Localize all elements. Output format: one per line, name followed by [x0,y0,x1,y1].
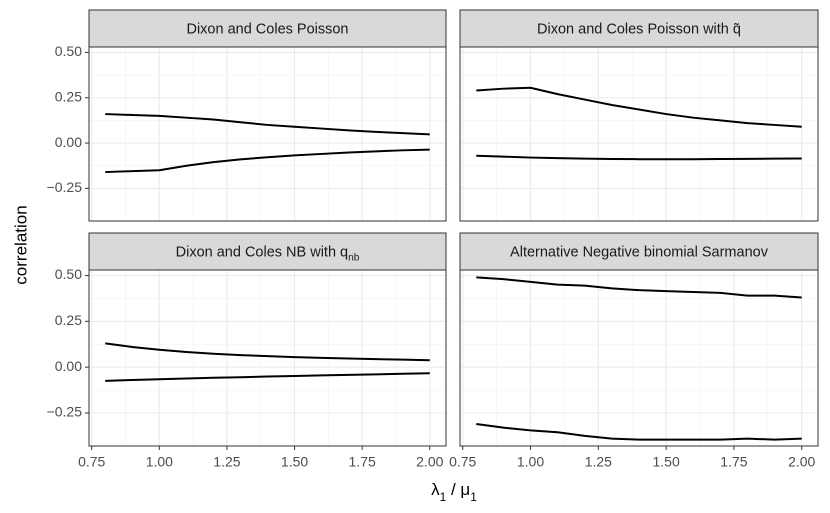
x-tick-label: 2.00 [788,454,815,470]
x-tick-label: 2.00 [416,454,443,470]
panel-border [88,46,447,222]
x-tick-label: 1.25 [585,454,612,470]
text-part: Dixon and Coles Poisson [186,21,348,37]
subscript: 1 [440,490,447,504]
line [476,276,802,299]
strip-background [459,9,819,48]
line [476,154,802,161]
panel-background [460,270,818,446]
y-tick-label: 0.50 [55,266,82,282]
x-tick-label: 1.50 [652,454,679,470]
y-axis-title: correlation [11,205,30,284]
text-part: Dixon and Coles Poisson with q̃ [537,21,741,37]
text-part: Alternative Negative binomial Sarmanov [510,244,769,260]
x-tick-label: 1.50 [281,454,308,470]
x-tick-label: 1.00 [146,454,173,470]
x-tick-label: 0.75 [78,454,105,470]
facet-title: Dixon and Coles NB with qnb [176,244,360,263]
y-tick-label: 0.25 [55,88,82,104]
subscript: 1 [470,490,477,504]
y-tick-label: 0.50 [55,43,82,59]
facet-title: Dixon and Coles Poisson with q̃ [537,21,741,37]
panel-border [459,269,819,447]
facet-title: Dixon and Coles Poisson [186,21,348,37]
facet-strip: Alternative Negative binomial Sarmanov [459,232,819,271]
line [105,113,430,136]
line [476,423,802,441]
strip-background [459,232,819,271]
facet-strip: Dixon and Coles Poisson with q̃ [459,9,819,48]
x-tick-label: 1.75 [720,454,747,470]
panel-background [89,270,446,446]
x-tick-label: 1.75 [349,454,376,470]
x-tick-label: 1.25 [213,454,240,470]
y-tick-label: −0.25 [47,179,83,195]
strip-background [88,9,447,48]
panel-background [460,47,818,221]
y-tick-label: −0.25 [47,404,83,420]
y-tick-label: 0.00 [55,358,82,374]
text-part: Dixon and Coles NB with q [176,244,348,260]
facet-title: Alternative Negative binomial Sarmanov [510,244,769,260]
y-tick-label: 0.25 [55,312,82,328]
facet-strip: Dixon and Coles Poisson [88,9,447,48]
panel-background [89,47,446,221]
panel-border [459,46,819,222]
x-tick-label: 0.75 [449,454,476,470]
line [105,148,430,174]
x-axis-title: λ1 / μ1 [431,480,477,504]
text-part: / μ [446,480,470,499]
line [105,372,430,382]
facet-strip: Dixon and Coles NB with qnb [88,232,447,271]
panel-border [88,269,447,447]
y-tick-label: 0.00 [55,134,82,150]
line [105,342,430,362]
line [476,86,802,128]
subscript: nb [348,253,360,264]
x-tick-label: 1.00 [517,454,544,470]
text-part: λ [431,480,440,499]
